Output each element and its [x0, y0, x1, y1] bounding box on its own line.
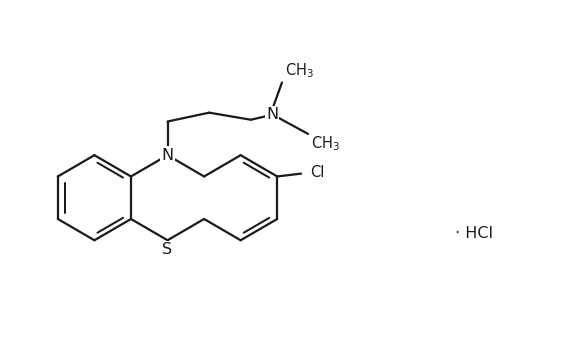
- Text: Cl: Cl: [311, 165, 325, 180]
- Text: N: N: [162, 148, 173, 163]
- Text: CH$_3$: CH$_3$: [285, 61, 314, 80]
- Text: · HCl: · HCl: [456, 226, 494, 241]
- Text: S: S: [163, 242, 173, 257]
- Text: N: N: [266, 107, 278, 122]
- Text: CH$_3$: CH$_3$: [311, 134, 340, 153]
